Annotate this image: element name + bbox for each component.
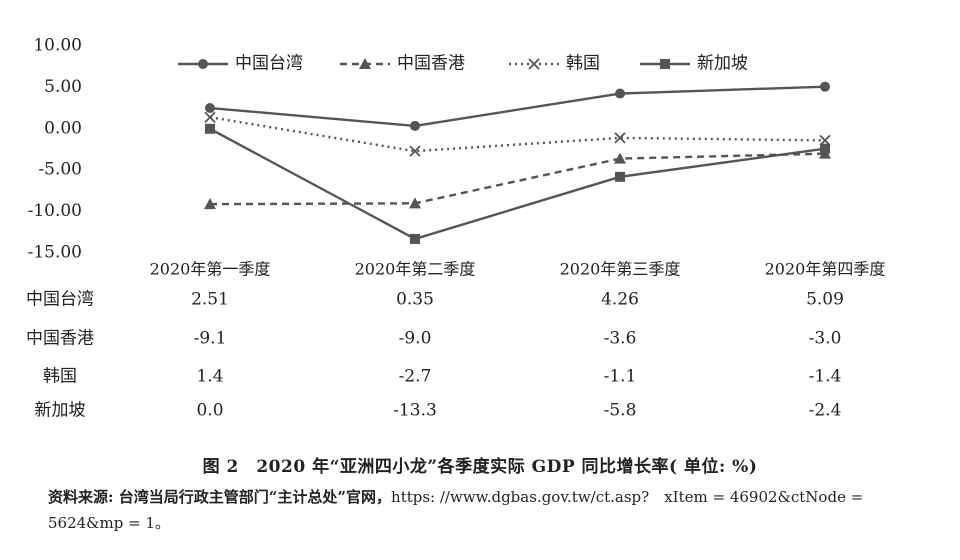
legend-label: 中国台湾 <box>235 54 303 74</box>
table-row-label: 韩国 <box>43 367 77 387</box>
table-cell: -9.0 <box>399 329 432 349</box>
data-point <box>204 198 216 210</box>
legend-label: 新加坡 <box>697 54 748 74</box>
data-point <box>614 132 626 144</box>
table-cell: -1.1 <box>604 367 637 387</box>
table-cell: -13.3 <box>393 401 437 421</box>
data-point <box>409 197 421 209</box>
data-point <box>820 81 830 92</box>
y-tick-label: 5.00 <box>44 77 82 97</box>
table-cell: -3.0 <box>809 329 842 349</box>
table-cell: 0.35 <box>396 290 434 310</box>
line-chart: 10.00 5.00 0.00 -5.00 -10.00 -15.00 2020年第一季度 2… <box>26 36 886 421</box>
figure-caption: 图 2 2020 年“亚洲四小龙”各季度实际 GDP 同比增长率( 单位: %) <box>202 457 758 477</box>
table-cell: 4.26 <box>601 290 639 310</box>
y-tick-label: -5.00 <box>38 160 82 180</box>
x-tick-label: 2020年第二季度 <box>355 260 476 279</box>
x-tick-label: 2020年第一季度 <box>150 260 271 279</box>
data-point <box>820 143 830 154</box>
series-line <box>209 116 826 153</box>
series-line <box>209 152 826 206</box>
y-tick-label: 0.00 <box>44 118 82 138</box>
legend-label: 韩国 <box>566 54 600 74</box>
series-line <box>209 127 826 241</box>
table-row-label: 中国台湾 <box>26 290 94 310</box>
table-row-label: 新加坡 <box>35 401 86 421</box>
table-cell: -5.8 <box>604 401 637 421</box>
source-url: https: //www.dgbas.gov.tw/ct.asp? xItem … <box>48 488 864 532</box>
legend-marker <box>528 58 540 70</box>
table-cell: -9.1 <box>194 329 227 349</box>
y-tick-label: -15.00 <box>28 243 82 263</box>
x-tick-label: 2020年第四季度 <box>765 260 886 279</box>
data-point <box>615 171 625 182</box>
y-tick-label: -10.00 <box>28 201 82 221</box>
series-line <box>209 85 826 128</box>
table-cell: -2.7 <box>399 367 432 387</box>
data-point <box>614 152 626 164</box>
table-row-label: 中国香港 <box>26 329 94 349</box>
source-label: 资料来源: 台湾当局行政主管部门“主计总处”官网， <box>48 488 392 506</box>
source-note: 资料来源: 台湾当局行政主管部门“主计总处”官网，https: //www.dg… <box>48 484 928 536</box>
table-cell: 5.09 <box>806 290 844 310</box>
legend-label: 中国香港 <box>397 54 465 74</box>
table-cell: 2.51 <box>191 290 229 310</box>
table-cell: 1.4 <box>196 367 223 387</box>
data-point <box>205 123 215 134</box>
data-point <box>204 111 216 123</box>
y-tick-label: 10.00 <box>33 36 82 56</box>
legend-marker <box>198 59 208 69</box>
legend-marker <box>660 59 670 69</box>
table-cell: -2.4 <box>809 401 842 421</box>
table-cell: -3.6 <box>604 329 637 349</box>
data-point <box>410 233 420 244</box>
table-cell: 0.0 <box>196 401 223 421</box>
legend-marker <box>359 58 371 69</box>
x-tick-label: 2020年第三季度 <box>560 260 681 279</box>
data-point <box>615 88 625 99</box>
table-cell: -1.4 <box>809 367 842 387</box>
data-point <box>410 120 420 131</box>
data-point <box>409 145 421 157</box>
data-point <box>205 103 215 114</box>
